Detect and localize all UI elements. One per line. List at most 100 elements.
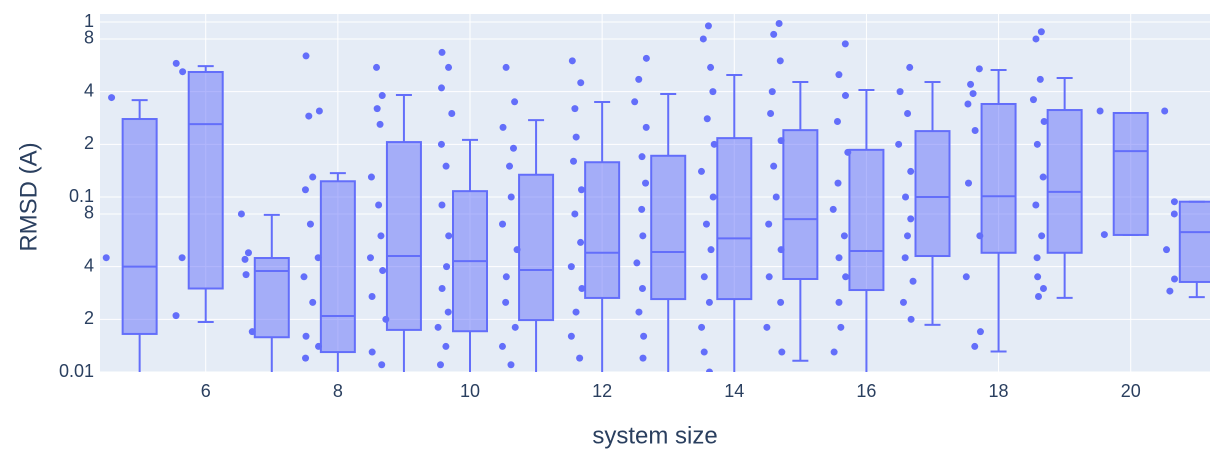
x-tick-label: 6 — [201, 381, 211, 401]
data-point — [700, 348, 708, 356]
data-point — [907, 167, 915, 175]
x-tick-label: 10 — [460, 381, 480, 401]
data-point — [976, 232, 984, 240]
data-point — [445, 63, 453, 71]
data-point — [172, 59, 180, 67]
data-point — [379, 267, 387, 275]
data-point — [835, 71, 843, 79]
data-point — [895, 140, 903, 148]
data-point — [903, 232, 911, 240]
data-point — [315, 107, 323, 115]
data-point — [499, 123, 507, 131]
data-point — [704, 22, 712, 30]
data-point — [1170, 198, 1178, 206]
data-point — [376, 120, 384, 128]
box — [1178, 200, 1210, 283]
data-point — [642, 123, 650, 131]
data-point — [442, 162, 450, 170]
data-point — [571, 210, 579, 218]
data-point — [438, 84, 446, 92]
data-point — [640, 332, 648, 340]
box — [319, 180, 356, 354]
data-point — [639, 354, 647, 362]
data-point — [382, 315, 390, 323]
data-point — [1034, 273, 1042, 281]
data-point — [639, 232, 647, 240]
data-point — [1038, 232, 1046, 240]
y-tick-label: 1 — [84, 11, 94, 31]
y-tick-label: 2 — [84, 308, 94, 328]
data-point — [1170, 210, 1178, 218]
data-point — [1029, 96, 1037, 104]
data-point — [437, 140, 445, 148]
data-point — [502, 298, 510, 306]
data-point — [901, 254, 909, 262]
y-axis-title: RMSD (A) — [15, 142, 42, 251]
data-point — [902, 193, 910, 201]
data-point — [842, 273, 850, 281]
data-point — [434, 323, 442, 331]
box — [914, 130, 951, 258]
data-point — [830, 348, 838, 356]
data-point — [438, 201, 446, 209]
data-point — [498, 342, 506, 350]
data-point — [638, 205, 646, 213]
data-point — [578, 186, 586, 194]
data-point — [896, 88, 904, 96]
data-point — [1039, 285, 1047, 293]
data-point — [378, 92, 386, 100]
data-point — [102, 254, 110, 262]
data-point — [971, 126, 979, 134]
data-point — [699, 35, 707, 43]
data-point — [642, 179, 650, 187]
data-point — [373, 63, 381, 71]
data-point — [567, 263, 575, 271]
data-point — [448, 110, 456, 118]
data-point — [108, 94, 116, 102]
data-point — [772, 193, 780, 201]
data-point — [237, 210, 245, 218]
data-point — [767, 110, 775, 118]
data-point — [976, 328, 984, 336]
data-point — [698, 323, 706, 331]
box — [716, 137, 753, 301]
y-tick-label: 8 — [84, 28, 94, 48]
data-point — [301, 186, 309, 194]
data-point — [436, 361, 444, 369]
x-tick-label: 20 — [1121, 381, 1141, 401]
data-point — [638, 153, 646, 161]
y-tick-label: 8 — [84, 203, 94, 223]
data-point — [314, 254, 322, 262]
box — [253, 257, 290, 339]
data-point — [909, 277, 917, 285]
data-point — [705, 298, 713, 306]
data-point — [964, 100, 972, 108]
data-point — [907, 215, 915, 223]
data-point — [302, 354, 310, 362]
data-point — [438, 285, 446, 293]
data-point — [373, 105, 381, 113]
data-point — [1161, 107, 1169, 115]
data-point — [829, 205, 837, 213]
data-point — [1032, 201, 1040, 209]
data-point — [840, 232, 848, 240]
data-point — [567, 332, 575, 340]
data-point — [770, 30, 778, 38]
data-point — [179, 68, 187, 76]
data-point — [834, 179, 842, 187]
data-point — [635, 75, 643, 83]
data-point — [967, 80, 975, 88]
data-point — [631, 98, 639, 106]
data-point — [775, 20, 783, 28]
data-point — [571, 105, 579, 113]
data-point — [502, 273, 510, 281]
data-point — [444, 308, 452, 316]
data-point — [705, 368, 713, 372]
data-point — [642, 54, 650, 62]
data-point — [570, 157, 578, 165]
data-point — [502, 63, 510, 71]
x-tick-label: 16 — [856, 381, 876, 401]
data-point — [366, 254, 374, 262]
data-point — [572, 133, 580, 141]
box — [1046, 109, 1083, 254]
